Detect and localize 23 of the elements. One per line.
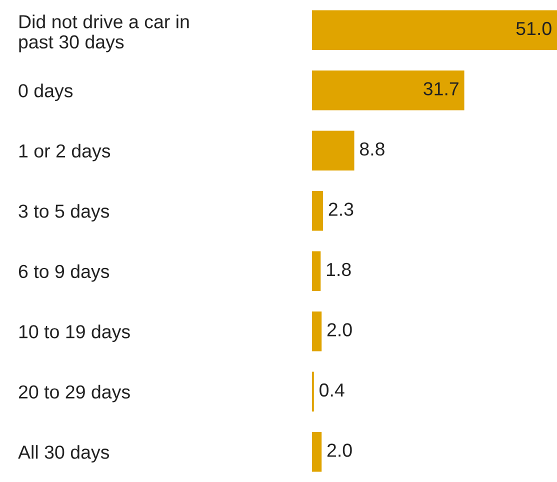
data-label: 2.0	[327, 323, 352, 336]
data-label: 51.0	[516, 22, 552, 36]
data-label: 1.8	[326, 262, 351, 276]
y-tick-label: All 30 days	[18, 445, 110, 463]
data-label: 2.0	[327, 444, 352, 457]
bar	[312, 70, 464, 110]
y-tick-label: Did not drive a car in past 30 days	[19, 14, 189, 52]
bar	[312, 251, 321, 292]
data-label: 8.8	[360, 142, 384, 156]
y-tick-label: 0 days	[18, 84, 73, 102]
y-tick-label: 3 to 5 days	[18, 204, 110, 222]
y-tick-label: 20 to 29 days	[18, 384, 130, 402]
y-tick-label: 10 to 19 days	[19, 324, 130, 342]
bar	[312, 432, 322, 472]
data-label: 0.4	[320, 383, 344, 397]
data-label: 2.3	[328, 202, 354, 216]
bar	[312, 190, 324, 231]
bar	[312, 311, 322, 352]
y-tick-label: 6 to 9 days	[18, 264, 110, 282]
bar	[312, 130, 354, 171]
data-label: 31.7	[424, 82, 458, 96]
y-tick-label: 1 or 2 days	[19, 144, 110, 162]
bar	[312, 10, 557, 50]
